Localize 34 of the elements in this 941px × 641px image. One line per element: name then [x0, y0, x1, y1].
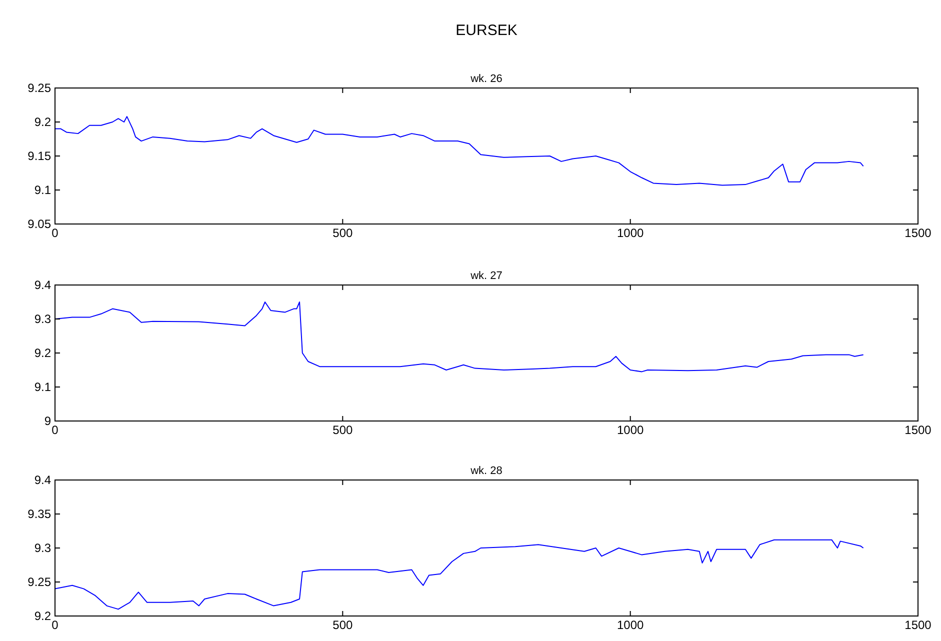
y-tick-label: 9.3: [34, 541, 52, 555]
x-tick-label: 500: [332, 423, 353, 437]
x-tick-label: 1000: [616, 618, 644, 632]
chart-title: EURSEK: [456, 22, 518, 39]
x-tick-label: 0: [52, 423, 59, 437]
y-tick-label: 9: [44, 414, 52, 428]
line-series: [55, 116, 864, 186]
chart-subtitle: wk. 26: [470, 73, 502, 85]
y-tick-label: 9.3: [34, 312, 52, 326]
y-tick-label: 9.4: [34, 473, 52, 487]
y-tick-label: 9.2: [34, 115, 52, 129]
x-tick-label: 1000: [616, 226, 644, 240]
y-tick-label: 9.4: [34, 278, 52, 292]
y-tick-label: 9.25: [28, 81, 52, 95]
x-tick-label: 0: [52, 226, 59, 240]
y-tick-label: 9.2: [34, 609, 52, 623]
line-series: [55, 539, 864, 610]
y-tick-label: 9.15: [28, 149, 52, 163]
x-tick-label: 1500: [904, 226, 932, 240]
chart-title: wk. 27: [470, 270, 502, 282]
y-tick-label: 9.35: [28, 507, 52, 521]
line-series: [55, 302, 864, 372]
x-tick-label: 1500: [904, 423, 932, 437]
y-tick-label: 9.2: [34, 346, 52, 360]
y-tick-label: 9.1: [34, 380, 52, 394]
x-tick-label: 0: [52, 618, 59, 632]
x-tick-label: 500: [332, 226, 353, 240]
x-tick-label: 1500: [904, 618, 932, 632]
x-tick-label: 500: [332, 618, 353, 632]
chart-title: wk. 28: [470, 465, 502, 477]
x-tick-label: 1000: [616, 423, 644, 437]
y-tick-label: 9.1: [34, 183, 52, 197]
y-tick-label: 9.25: [28, 575, 52, 589]
y-tick-label: 9.05: [28, 217, 52, 231]
